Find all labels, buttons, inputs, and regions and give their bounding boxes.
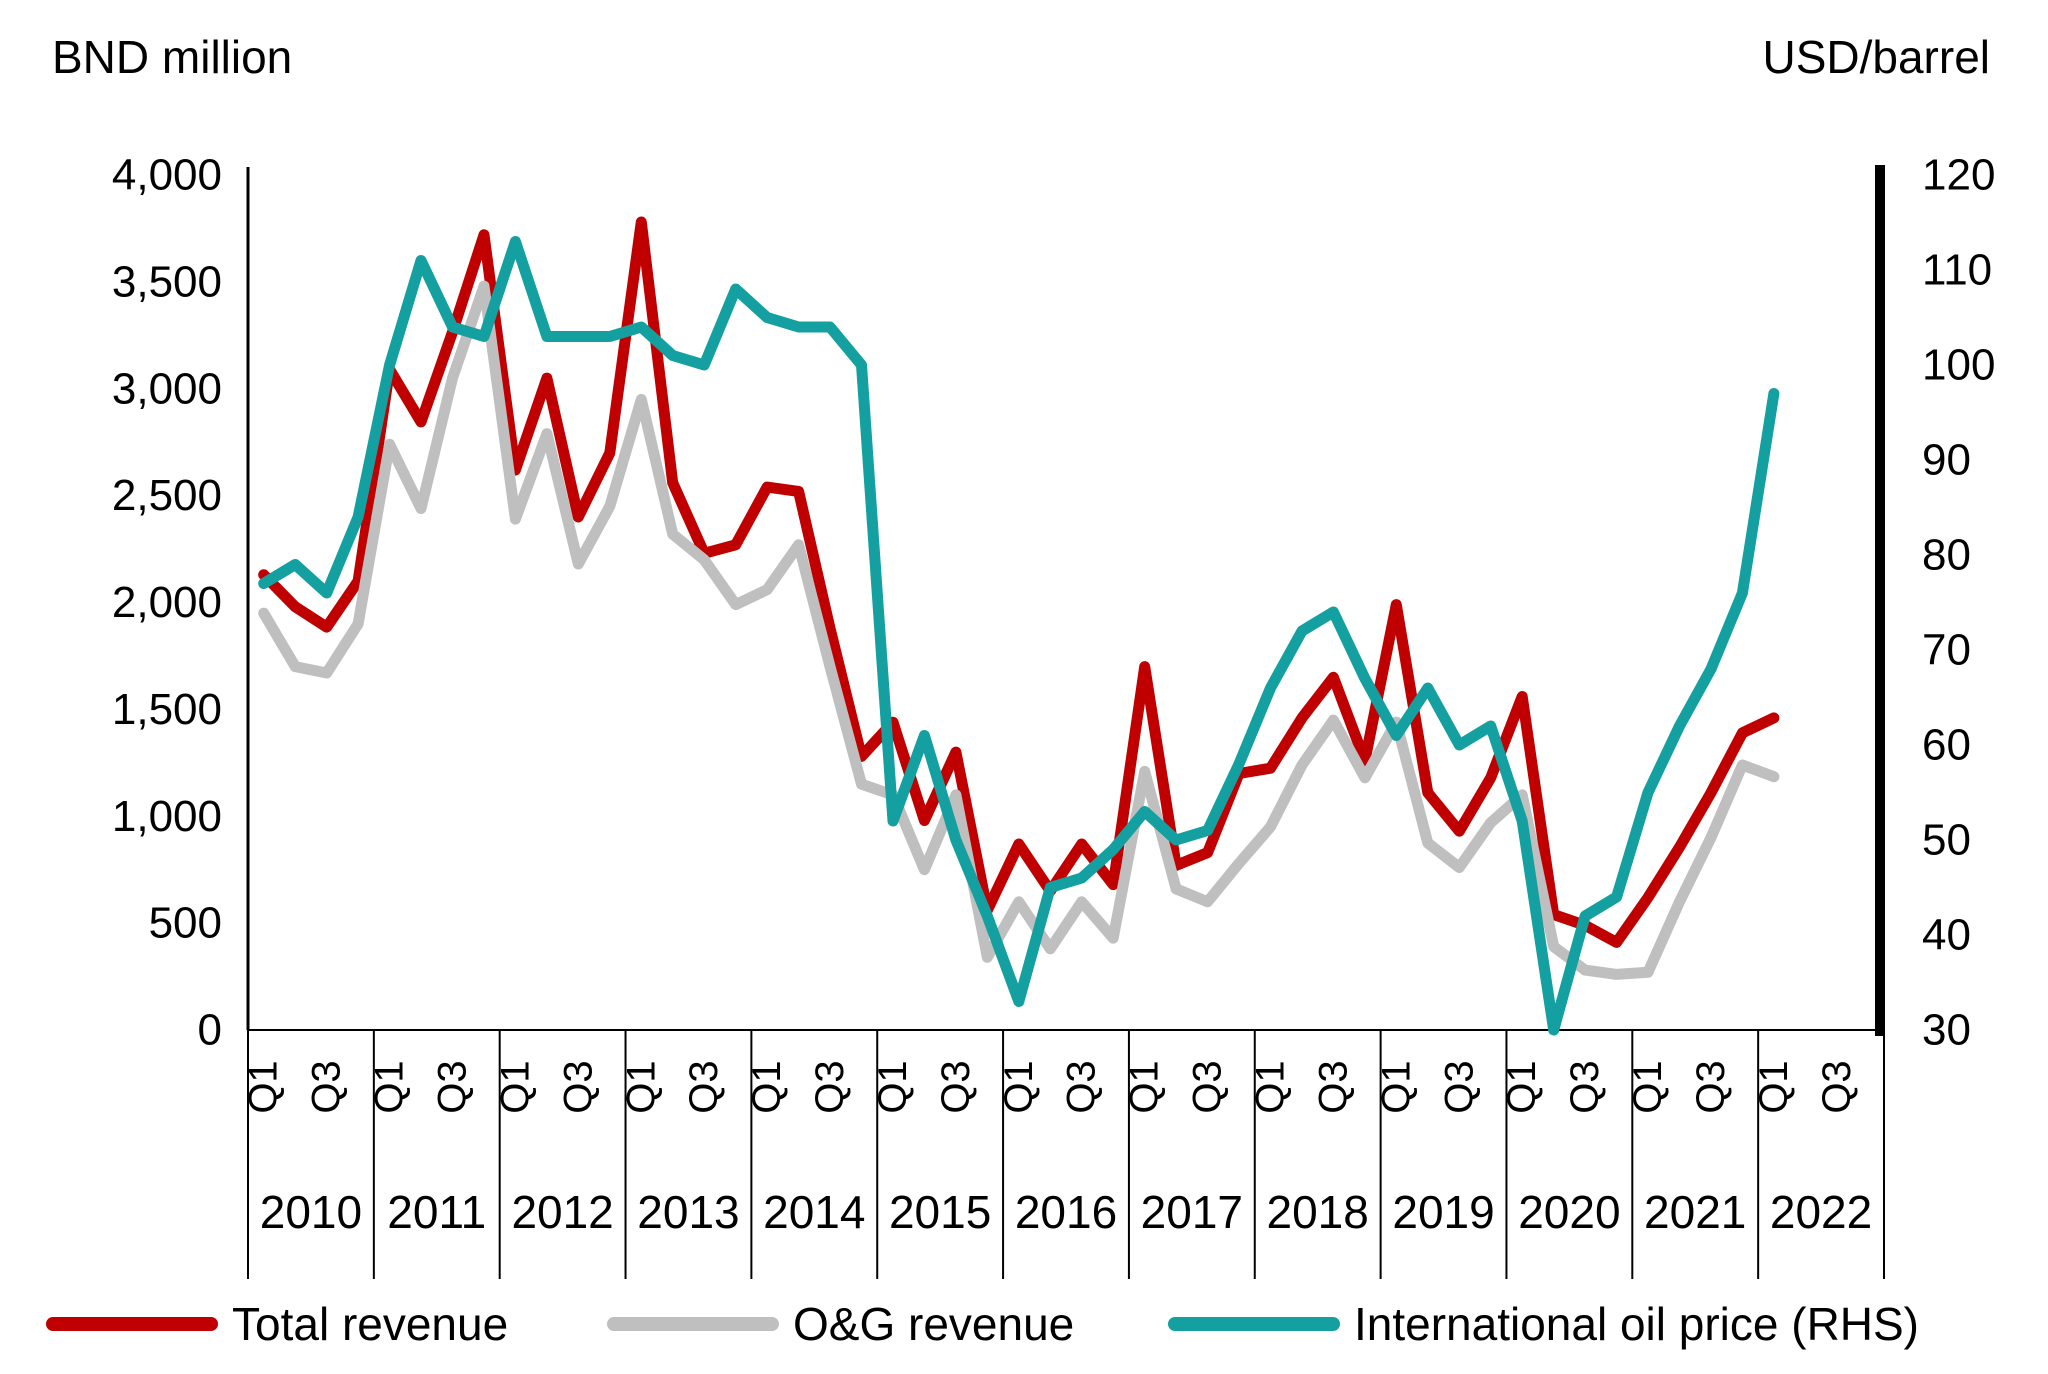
total-revenue-line bbox=[258, 216, 1780, 948]
right-axis-tick: 60 bbox=[1922, 721, 1971, 770]
year-label: 2013 bbox=[637, 1186, 739, 1238]
quarter-tick-label: Q3 bbox=[1060, 1060, 1104, 1113]
quarter-tick-label: Q1 bbox=[1374, 1060, 1418, 1113]
quarter-tick-label: Q3 bbox=[682, 1060, 726, 1113]
quarter-tick-label: Q1 bbox=[871, 1060, 915, 1113]
left-axis-tick: 500 bbox=[149, 899, 222, 948]
quarter-tick-label: Q1 bbox=[1626, 1060, 1670, 1113]
quarter-tick-label: Q3 bbox=[431, 1060, 475, 1113]
legend-label: International oil price (RHS) bbox=[1354, 1298, 1920, 1350]
right-axis-tick: 110 bbox=[1922, 246, 1992, 295]
quarter-tick-label: Q3 bbox=[1186, 1060, 1230, 1113]
right-axis-tick: 70 bbox=[1922, 626, 1971, 675]
left-axis-tick: 2,000 bbox=[112, 578, 222, 627]
year-label: 2019 bbox=[1392, 1186, 1494, 1238]
quarter-tick-label: Q3 bbox=[1437, 1060, 1481, 1113]
right-axis-tick: 80 bbox=[1922, 531, 1971, 580]
left-axis-tick: 0 bbox=[198, 1006, 222, 1055]
quarter-tick-label: Q1 bbox=[1752, 1060, 1796, 1113]
left-axis-title: BND million bbox=[52, 31, 293, 83]
year-label: 2011 bbox=[387, 1186, 486, 1238]
right-axis-tick: 90 bbox=[1922, 436, 1971, 485]
quarter-tick-label: Q1 bbox=[619, 1060, 663, 1113]
quarter-tick-label: Q1 bbox=[368, 1060, 412, 1113]
left-axis-tick: 2,500 bbox=[112, 471, 222, 520]
quarter-tick-label: Q3 bbox=[1815, 1060, 1859, 1113]
legend-swatch bbox=[607, 1317, 779, 1331]
quarter-tick-label: Q1 bbox=[493, 1060, 537, 1113]
right-axis-tick: 40 bbox=[1922, 911, 1971, 960]
quarter-tick-label: Q1 bbox=[1249, 1060, 1293, 1113]
year-label: 2012 bbox=[511, 1186, 613, 1238]
legend-item: O&G revenue bbox=[607, 1294, 1074, 1354]
quarter-tick-label: Q1 bbox=[997, 1060, 1041, 1113]
year-label: 2022 bbox=[1770, 1186, 1872, 1238]
year-label: 2021 bbox=[1644, 1186, 1746, 1238]
year-label: 2018 bbox=[1267, 1186, 1369, 1238]
legend-label: O&G revenue bbox=[793, 1298, 1075, 1350]
year-label: 2015 bbox=[889, 1186, 991, 1238]
og-revenue-line bbox=[258, 280, 1780, 980]
quarter-tick-label: Q1 bbox=[745, 1060, 789, 1113]
left-axis-tick: 3,000 bbox=[112, 364, 222, 413]
legend-item: Total revenue bbox=[46, 1294, 508, 1354]
year-label: 2010 bbox=[260, 1186, 362, 1238]
quarter-tick-label: Q1 bbox=[1123, 1060, 1167, 1113]
legend-item: International oil price (RHS) bbox=[1168, 1294, 1919, 1354]
right-axis-tick: 50 bbox=[1922, 816, 1971, 865]
legend: Total revenue O&G revenue International oi… bbox=[0, 1294, 2048, 1354]
right-axis-tick: 30 bbox=[1922, 1006, 1971, 1055]
left-axis-tick: 1,000 bbox=[112, 792, 222, 841]
year-label: 2016 bbox=[1015, 1186, 1117, 1238]
year-label: 2020 bbox=[1518, 1186, 1620, 1238]
oil-price-line bbox=[258, 236, 1780, 1036]
quarter-tick-label: Q3 bbox=[556, 1060, 600, 1113]
quarter-tick-label: Q3 bbox=[1311, 1060, 1355, 1113]
year-label: 2017 bbox=[1141, 1186, 1243, 1238]
quarter-tick-label: Q3 bbox=[934, 1060, 978, 1113]
quarter-tick-label: Q3 bbox=[305, 1060, 349, 1113]
quarter-tick-label: Q3 bbox=[1689, 1060, 1733, 1113]
right-axis-tick: 120 bbox=[1922, 151, 1995, 200]
left-axis-tick: 3,500 bbox=[112, 257, 222, 306]
legend-swatch bbox=[46, 1317, 218, 1331]
left-axis-tick: 4,000 bbox=[112, 151, 222, 200]
quarter-tick-label: Q3 bbox=[808, 1060, 852, 1113]
quarter-tick-label: Q1 bbox=[1500, 1060, 1544, 1113]
right-axis-tick: 100 bbox=[1922, 341, 1995, 390]
left-axis-tick: 1,500 bbox=[112, 685, 222, 734]
quarter-tick-label: Q1 bbox=[242, 1060, 286, 1113]
legend-swatch bbox=[1168, 1317, 1340, 1331]
legend-label: Total revenue bbox=[232, 1298, 509, 1350]
right-axis-title: USD/barrel bbox=[1762, 31, 1990, 83]
right-axis-line bbox=[1875, 165, 1885, 1036]
quarter-tick-label: Q3 bbox=[1563, 1060, 1607, 1113]
year-label: 2014 bbox=[763, 1186, 865, 1238]
